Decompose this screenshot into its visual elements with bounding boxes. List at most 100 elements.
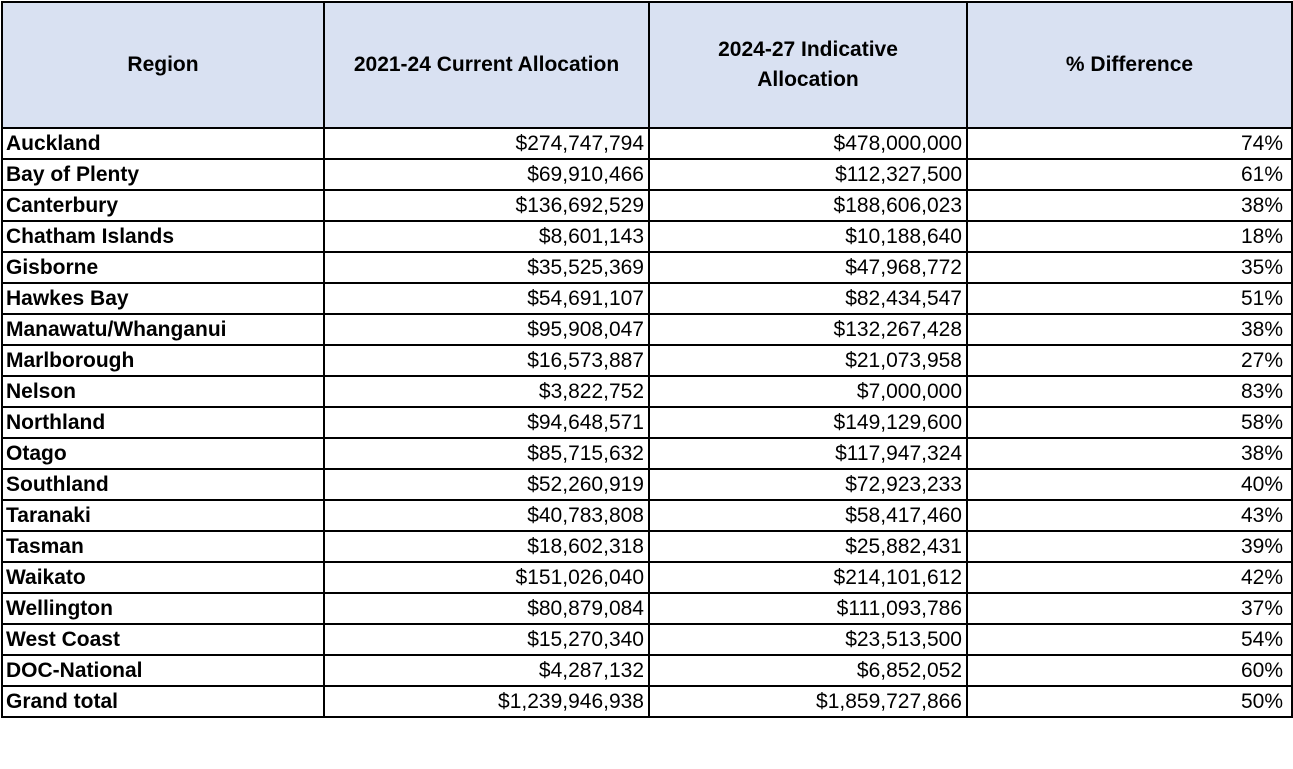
table-row: DOC-National $4,287,132 $6,852,052 60%: [1, 654, 1293, 687]
cell-indicative: $1,859,727,866: [648, 685, 968, 718]
cell-difference: 27%: [966, 344, 1293, 377]
cell-difference: 40%: [966, 468, 1293, 501]
table-row: Gisborne $35,525,369 $47,968,772 35%: [1, 251, 1293, 284]
table-row: Southland $52,260,919 $72,923,233 40%: [1, 468, 1293, 501]
table-row: Tasman $18,602,318 $25,882,431 39%: [1, 530, 1293, 563]
cell-current: $16,573,887: [323, 344, 650, 377]
table-row: Manawatu/Whanganui $95,908,047 $132,267,42…: [1, 313, 1293, 346]
cell-indicative: $149,129,600: [648, 406, 968, 439]
cell-indicative: $111,093,786: [648, 592, 968, 625]
table-header: Region 2021-24 Current Allocation 2024-2…: [1, 1, 1293, 129]
cell-difference: 54%: [966, 623, 1293, 656]
cell-difference: 42%: [966, 561, 1293, 594]
table-row: Auckland $274,747,794 $478,000,000 74%: [1, 127, 1293, 160]
cell-region: Wellington: [1, 592, 325, 625]
cell-region: Waikato: [1, 561, 325, 594]
cell-difference: 83%: [966, 375, 1293, 408]
cell-difference: 35%: [966, 251, 1293, 284]
header-row: Region 2021-24 Current Allocation 2024-2…: [1, 1, 1293, 129]
cell-region: Gisborne: [1, 251, 325, 284]
cell-region: Northland: [1, 406, 325, 439]
cell-region: Southland: [1, 468, 325, 501]
cell-indicative: $23,513,500: [648, 623, 968, 656]
table-row: Otago $85,715,632 $117,947,324 38%: [1, 437, 1293, 470]
cell-current: $1,239,946,938: [323, 685, 650, 718]
cell-difference: 43%: [966, 499, 1293, 532]
cell-region: Otago: [1, 437, 325, 470]
cell-region: Nelson: [1, 375, 325, 408]
cell-indicative: $7,000,000: [648, 375, 968, 408]
cell-region: Manawatu/Whanganui: [1, 313, 325, 346]
cell-region: Taranaki: [1, 499, 325, 532]
table-row: Hawkes Bay $54,691,107 $82,434,547 51%: [1, 282, 1293, 315]
cell-difference: 38%: [966, 189, 1293, 222]
table-body: Auckland $274,747,794 $478,000,000 74% Bay o…: [1, 127, 1293, 718]
cell-region: Hawkes Bay: [1, 282, 325, 315]
cell-current: $151,026,040: [323, 561, 650, 594]
cell-region: DOC-National: [1, 654, 325, 687]
cell-indicative: $25,882,431: [648, 530, 968, 563]
cell-region: Bay of Plenty: [1, 158, 325, 191]
cell-current: $40,783,808: [323, 499, 650, 532]
cell-region: Tasman: [1, 530, 325, 563]
cell-current: $80,879,084: [323, 592, 650, 625]
cell-indicative: $214,101,612: [648, 561, 968, 594]
cell-current: $4,287,132: [323, 654, 650, 687]
cell-current: $52,260,919: [323, 468, 650, 501]
cell-current: $94,648,571: [323, 406, 650, 439]
header-difference: % Difference: [966, 1, 1293, 129]
cell-current: $54,691,107: [323, 282, 650, 315]
table-row: Waikato $151,026,040 $214,101,612 42%: [1, 561, 1293, 594]
cell-current: $18,602,318: [323, 530, 650, 563]
cell-indicative: $47,968,772: [648, 251, 968, 284]
header-indicative: 2024-27 Indicative Allocation: [648, 1, 968, 129]
cell-indicative: $72,923,233: [648, 468, 968, 501]
cell-region: Canterbury: [1, 189, 325, 222]
cell-current: $8,601,143: [323, 220, 650, 253]
cell-difference: 37%: [966, 592, 1293, 625]
cell-difference: 61%: [966, 158, 1293, 191]
table-row: Marlborough $16,573,887 $21,073,958 27%: [1, 344, 1293, 377]
cell-difference: 58%: [966, 406, 1293, 439]
cell-difference: 50%: [966, 685, 1293, 718]
cell-current: $136,692,529: [323, 189, 650, 222]
cell-indicative: $58,417,460: [648, 499, 968, 532]
cell-current: $274,747,794: [323, 127, 650, 160]
cell-current: $85,715,632: [323, 437, 650, 470]
cell-indicative: $132,267,428: [648, 313, 968, 346]
table-row: Nelson $3,822,752 $7,000,000 83%: [1, 375, 1293, 408]
table-row: Wellington $80,879,084 $111,093,786 37%: [1, 592, 1293, 625]
cell-difference: 60%: [966, 654, 1293, 687]
cell-indicative: $117,947,324: [648, 437, 968, 470]
cell-difference: 38%: [966, 437, 1293, 470]
table-row: Canterbury $136,692,529 $188,606,023 38%: [1, 189, 1293, 222]
cell-difference: 39%: [966, 530, 1293, 563]
cell-current: $3,822,752: [323, 375, 650, 408]
cell-region: West Coast: [1, 623, 325, 656]
cell-indicative: $82,434,547: [648, 282, 968, 315]
cell-indicative: $478,000,000: [648, 127, 968, 160]
cell-region: Chatham Islands: [1, 220, 325, 253]
cell-indicative: $10,188,640: [648, 220, 968, 253]
header-region: Region: [1, 1, 325, 129]
cell-difference: 74%: [966, 127, 1293, 160]
allocation-table: Region 2021-24 Current Allocation 2024-2…: [1, 1, 1293, 718]
cell-difference: 18%: [966, 220, 1293, 253]
cell-current: $15,270,340: [323, 623, 650, 656]
cell-indicative: $21,073,958: [648, 344, 968, 377]
table-row: West Coast $15,270,340 $23,513,500 54%: [1, 623, 1293, 656]
table-row: Chatham Islands $8,601,143 $10,188,640 18%: [1, 220, 1293, 253]
cell-indicative: $6,852,052: [648, 654, 968, 687]
header-current: 2021-24 Current Allocation: [323, 1, 650, 129]
table-row: Taranaki $40,783,808 $58,417,460 43%: [1, 499, 1293, 532]
cell-difference: 51%: [966, 282, 1293, 315]
cell-current: $69,910,466: [323, 158, 650, 191]
cell-region: Marlborough: [1, 344, 325, 377]
cell-current: $95,908,047: [323, 313, 650, 346]
table-row: Bay of Plenty $69,910,466 $112,327,500 61%: [1, 158, 1293, 191]
cell-current: $35,525,369: [323, 251, 650, 284]
cell-indicative: $112,327,500: [648, 158, 968, 191]
cell-difference: 38%: [966, 313, 1293, 346]
table-row: Grand total $1,239,946,938 $1,859,727,866 5…: [1, 685, 1293, 718]
